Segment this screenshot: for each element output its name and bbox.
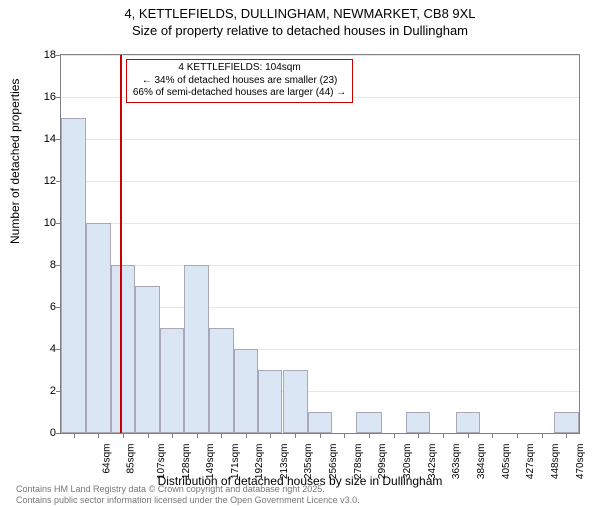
- ytick-label: 4: [26, 343, 56, 355]
- chart-container: 4, KETTLEFIELDS, DULLINGHAM, NEWMARKET, …: [0, 6, 600, 506]
- annotation-line-3: 66% of semi-detached houses are larger (…: [133, 87, 346, 100]
- gridline: [61, 181, 579, 182]
- property-marker-line: [120, 55, 122, 433]
- xtick-mark: [369, 433, 370, 438]
- xtick-mark: [517, 433, 518, 438]
- histogram-bar: [258, 370, 282, 433]
- xtick-mark: [418, 433, 419, 438]
- histogram-bar: [554, 412, 579, 433]
- histogram-bar: [406, 412, 430, 433]
- xtick-label: 64sqm: [101, 444, 112, 474]
- xtick-mark: [344, 433, 345, 438]
- xtick-label: 128sqm: [181, 444, 192, 480]
- xtick-mark: [468, 433, 469, 438]
- ytick-mark: [56, 433, 61, 434]
- title-line-2: Size of property relative to detached ho…: [0, 23, 600, 38]
- footer-line-1: Contains HM Land Registry data © Crown c…: [16, 484, 360, 494]
- xtick-label: 405sqm: [501, 444, 512, 480]
- xtick-label: 107sqm: [156, 444, 167, 480]
- histogram-bar: [209, 328, 234, 433]
- xtick-label: 320sqm: [402, 444, 413, 480]
- ytick-label: 6: [26, 301, 56, 313]
- xtick-mark: [246, 433, 247, 438]
- xtick-label: 363sqm: [451, 444, 462, 480]
- xtick-mark: [566, 433, 567, 438]
- histogram-bar: [356, 412, 381, 433]
- xtick-label: 171sqm: [230, 444, 241, 480]
- xtick-mark: [270, 433, 271, 438]
- histogram-bar: [184, 265, 208, 433]
- ytick-label: 12: [26, 175, 56, 187]
- xtick-mark: [542, 433, 543, 438]
- ytick-label: 16: [26, 91, 56, 103]
- xtick-mark: [320, 433, 321, 438]
- xtick-mark: [221, 433, 222, 438]
- xtick-label: 384sqm: [476, 444, 487, 480]
- xtick-label: 235sqm: [303, 444, 314, 480]
- title-line-1: 4, KETTLEFIELDS, DULLINGHAM, NEWMARKET, …: [0, 6, 600, 21]
- histogram-bar: [111, 265, 135, 433]
- xtick-label: 192sqm: [254, 444, 265, 480]
- annotation-line-1: 4 KETTLEFIELDS: 104sqm: [133, 62, 346, 75]
- xtick-label: 278sqm: [353, 444, 364, 480]
- ytick-label: 14: [26, 133, 56, 145]
- gridline: [61, 55, 579, 56]
- xtick-mark: [98, 433, 99, 438]
- gridline: [61, 265, 579, 266]
- plot-area: 4 KETTLEFIELDS: 104sqm← 34% of detached …: [60, 54, 580, 434]
- gridline: [61, 223, 579, 224]
- histogram-bar: [86, 223, 110, 433]
- ytick-mark: [56, 97, 61, 98]
- xtick-mark: [295, 433, 296, 438]
- footer-attribution: Contains HM Land Registry data © Crown c…: [16, 484, 360, 505]
- xtick-label: 299sqm: [377, 444, 388, 480]
- histogram-bar: [61, 118, 86, 433]
- histogram-bar: [160, 328, 184, 433]
- xtick-label: 149sqm: [205, 444, 216, 480]
- histogram-bar: [456, 412, 480, 433]
- ytick-mark: [56, 55, 61, 56]
- annotation-line-2: ← 34% of detached houses are smaller (23…: [133, 75, 346, 88]
- histogram-bar: [234, 349, 258, 433]
- xtick-label: 448sqm: [550, 444, 561, 480]
- ytick-label: 2: [26, 385, 56, 397]
- xtick-mark: [492, 433, 493, 438]
- ytick-label: 8: [26, 259, 56, 271]
- xtick-label: 470sqm: [575, 444, 586, 480]
- gridline: [61, 139, 579, 140]
- xtick-label: 427sqm: [525, 444, 536, 480]
- xtick-label: 85sqm: [126, 444, 137, 474]
- y-axis-label: Number of detached properties: [8, 79, 22, 244]
- xtick-mark: [197, 433, 198, 438]
- xtick-mark: [172, 433, 173, 438]
- histogram-bar: [135, 286, 160, 433]
- ytick-label: 10: [26, 217, 56, 229]
- xtick-mark: [394, 433, 395, 438]
- xtick-label: 256sqm: [328, 444, 339, 480]
- histogram-bar: [308, 412, 332, 433]
- xtick-label: 342sqm: [427, 444, 438, 480]
- xtick-mark: [443, 433, 444, 438]
- xtick-mark: [148, 433, 149, 438]
- histogram-bar: [283, 370, 308, 433]
- ytick-label: 0: [26, 427, 56, 439]
- xtick-mark: [123, 433, 124, 438]
- ytick-label: 18: [26, 49, 56, 61]
- xtick-mark: [74, 433, 75, 438]
- annotation-box: 4 KETTLEFIELDS: 104sqm← 34% of detached …: [126, 59, 353, 103]
- xtick-label: 213sqm: [279, 444, 290, 480]
